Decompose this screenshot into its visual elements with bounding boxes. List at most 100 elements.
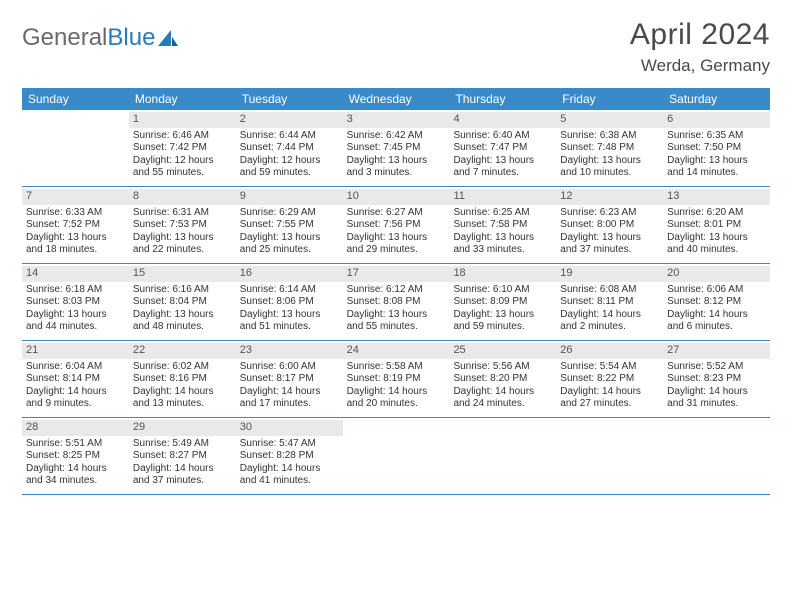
day-number: 17 bbox=[343, 266, 450, 282]
page-header: GeneralBlue April 2024 Werda, Germany bbox=[22, 18, 770, 76]
day-detail-line: Sunrise: 5:54 AM bbox=[560, 361, 659, 374]
day-detail-line: Daylight: 13 hours bbox=[667, 155, 766, 168]
day-cell: 25Sunrise: 5:56 AMSunset: 8:20 PMDayligh… bbox=[449, 341, 556, 417]
weekday-label: Sunday bbox=[22, 88, 129, 110]
day-detail-line: Sunrise: 5:56 AM bbox=[453, 361, 552, 374]
day-cell: 14 Sunrise: 6:18 AMSunset: 8:03 PMDayligh… bbox=[22, 264, 129, 340]
week-row: 28Sunrise: 5:51 AMSunset: 8:25 PMDayligh… bbox=[22, 418, 770, 495]
day-detail-line: Sunrise: 5:49 AM bbox=[133, 438, 232, 451]
day-detail-line: Daylight: 13 hours bbox=[26, 309, 125, 322]
day-detail-line: Sunrise: 6:44 AM bbox=[240, 130, 339, 143]
day-detail-line: Daylight: 14 hours bbox=[560, 309, 659, 322]
brand-part2: Blue bbox=[107, 24, 155, 52]
day-detail-line: and 34 minutes. bbox=[26, 475, 125, 488]
day-detail-line: Sunset: 7:58 PM bbox=[453, 219, 552, 232]
weekday-label: Monday bbox=[129, 88, 236, 110]
day-number: 12 bbox=[556, 189, 663, 205]
day-cell: 2Sunrise: 6:44 AMSunset: 7:44 PMDaylight… bbox=[236, 110, 343, 186]
day-detail-line: Sunrise: 6:02 AM bbox=[133, 361, 232, 374]
day-detail-line: Sunrise: 6:06 AM bbox=[667, 284, 766, 297]
day-detail-line: Daylight: 13 hours bbox=[347, 309, 446, 322]
day-detail-line: Daylight: 13 hours bbox=[133, 232, 232, 245]
day-detail-line: Sunset: 8:09 PM bbox=[453, 296, 552, 309]
day-number: 8 bbox=[129, 189, 236, 205]
day-number: 7 bbox=[22, 189, 129, 205]
day-detail-line: Sunrise: 6:23 AM bbox=[560, 207, 659, 220]
day-detail-line: and 10 minutes. bbox=[560, 167, 659, 180]
month-title: April 2024 bbox=[630, 18, 770, 52]
day-number: 5 bbox=[556, 112, 663, 128]
day-detail-line: Sunset: 8:04 PM bbox=[133, 296, 232, 309]
day-detail-line: Sunrise: 6:33 AM bbox=[26, 207, 125, 220]
day-detail-line: Daylight: 14 hours bbox=[667, 309, 766, 322]
day-cell: 19Sunrise: 6:08 AMSunset: 8:11 PMDayligh… bbox=[556, 264, 663, 340]
day-detail-line: Daylight: 14 hours bbox=[133, 386, 232, 399]
day-number: 3 bbox=[343, 112, 450, 128]
day-detail-line: and 29 minutes. bbox=[347, 244, 446, 257]
calendar-page: GeneralBlue April 2024 Werda, Germany Su… bbox=[0, 0, 792, 513]
day-cell: 11Sunrise: 6:25 AMSunset: 7:58 PMDayligh… bbox=[449, 187, 556, 263]
day-detail-line: and 59 minutes. bbox=[240, 167, 339, 180]
day-cell: 10Sunrise: 6:27 AMSunset: 7:56 PMDayligh… bbox=[343, 187, 450, 263]
day-cell: 13 Sunrise: 6:20 AMSunset: 8:01 PMDayligh… bbox=[663, 187, 770, 263]
day-detail-line: and 31 minutes. bbox=[667, 398, 766, 411]
day-number: 20 bbox=[663, 266, 770, 282]
day-cell: 5Sunrise: 6:38 AMSunset: 7:48 PMDaylight… bbox=[556, 110, 663, 186]
day-number: 16 bbox=[236, 266, 343, 282]
weeks-container: 1Sunrise: 6:46 AMSunset: 7:42 PMDaylight… bbox=[22, 110, 770, 495]
day-cell bbox=[663, 418, 770, 494]
day-cell: 22Sunrise: 6:02 AMSunset: 8:16 PMDayligh… bbox=[129, 341, 236, 417]
day-number: 14 bbox=[22, 266, 129, 282]
week-row: 14Sunrise: 6:18 AMSunset: 8:03 PMDayligh… bbox=[22, 264, 770, 341]
day-number: 19 bbox=[556, 266, 663, 282]
day-cell: 30Sunrise: 5:47 AMSunset: 8:28 PMDayligh… bbox=[236, 418, 343, 494]
day-detail-line: and 40 minutes. bbox=[667, 244, 766, 257]
day-detail-line: and 48 minutes. bbox=[133, 321, 232, 334]
day-detail-line: Sunrise: 6:10 AM bbox=[453, 284, 552, 297]
day-detail-line: Daylight: 13 hours bbox=[453, 309, 552, 322]
day-detail-line: Sunset: 8:01 PM bbox=[667, 219, 766, 232]
day-detail-line: Sunrise: 6:12 AM bbox=[347, 284, 446, 297]
day-detail-line: Sunrise: 6:00 AM bbox=[240, 361, 339, 374]
day-detail-line: Sunset: 8:17 PM bbox=[240, 373, 339, 386]
day-detail-line: Sunrise: 6:18 AM bbox=[26, 284, 125, 297]
day-number: 13 bbox=[663, 189, 770, 205]
location-label: Werda, Germany bbox=[630, 56, 770, 76]
day-cell: 23Sunrise: 6:00 AMSunset: 8:17 PMDayligh… bbox=[236, 341, 343, 417]
day-detail-line: and 59 minutes. bbox=[453, 321, 552, 334]
day-detail-line: and 2 minutes. bbox=[560, 321, 659, 334]
day-detail-line: and 22 minutes. bbox=[133, 244, 232, 257]
day-cell bbox=[449, 418, 556, 494]
day-number: 10 bbox=[343, 189, 450, 205]
day-number: 28 bbox=[22, 420, 129, 436]
day-number: 6 bbox=[663, 112, 770, 128]
day-number: 27 bbox=[663, 343, 770, 359]
day-detail-line: Daylight: 12 hours bbox=[240, 155, 339, 168]
day-number: 9 bbox=[236, 189, 343, 205]
day-detail-line: Sunset: 8:12 PM bbox=[667, 296, 766, 309]
day-detail-line: Sunset: 8:03 PM bbox=[26, 296, 125, 309]
day-detail-line: and 25 minutes. bbox=[240, 244, 339, 257]
day-detail-line: Daylight: 13 hours bbox=[240, 232, 339, 245]
day-number: 15 bbox=[129, 266, 236, 282]
day-detail-line: Sunset: 7:53 PM bbox=[133, 219, 232, 232]
day-detail-line: Daylight: 13 hours bbox=[347, 155, 446, 168]
day-detail-line: Sunrise: 6:20 AM bbox=[667, 207, 766, 220]
day-detail-line: Daylight: 13 hours bbox=[667, 232, 766, 245]
day-detail-line: Daylight: 13 hours bbox=[453, 232, 552, 245]
day-detail-line: and 6 minutes. bbox=[667, 321, 766, 334]
day-detail-line: and 20 minutes. bbox=[347, 398, 446, 411]
day-detail-line: Sunrise: 6:04 AM bbox=[26, 361, 125, 374]
day-detail-line: Sunset: 8:08 PM bbox=[347, 296, 446, 309]
day-cell: 29Sunrise: 5:49 AMSunset: 8:27 PMDayligh… bbox=[129, 418, 236, 494]
weekday-label: Saturday bbox=[663, 88, 770, 110]
day-cell: 20 Sunrise: 6:06 AMSunset: 8:12 PMDayligh… bbox=[663, 264, 770, 340]
day-cell: 28Sunrise: 5:51 AMSunset: 8:25 PMDayligh… bbox=[22, 418, 129, 494]
title-block: April 2024 Werda, Germany bbox=[630, 18, 770, 76]
day-cell: 26Sunrise: 5:54 AMSunset: 8:22 PMDayligh… bbox=[556, 341, 663, 417]
day-detail-line: and 17 minutes. bbox=[240, 398, 339, 411]
day-detail-line: Sunset: 8:23 PM bbox=[667, 373, 766, 386]
day-cell: 7Sunrise: 6:33 AMSunset: 7:52 PMDaylight… bbox=[22, 187, 129, 263]
day-detail-line: Sunset: 8:27 PM bbox=[133, 450, 232, 463]
week-row: 1Sunrise: 6:46 AMSunset: 7:42 PMDaylight… bbox=[22, 110, 770, 187]
